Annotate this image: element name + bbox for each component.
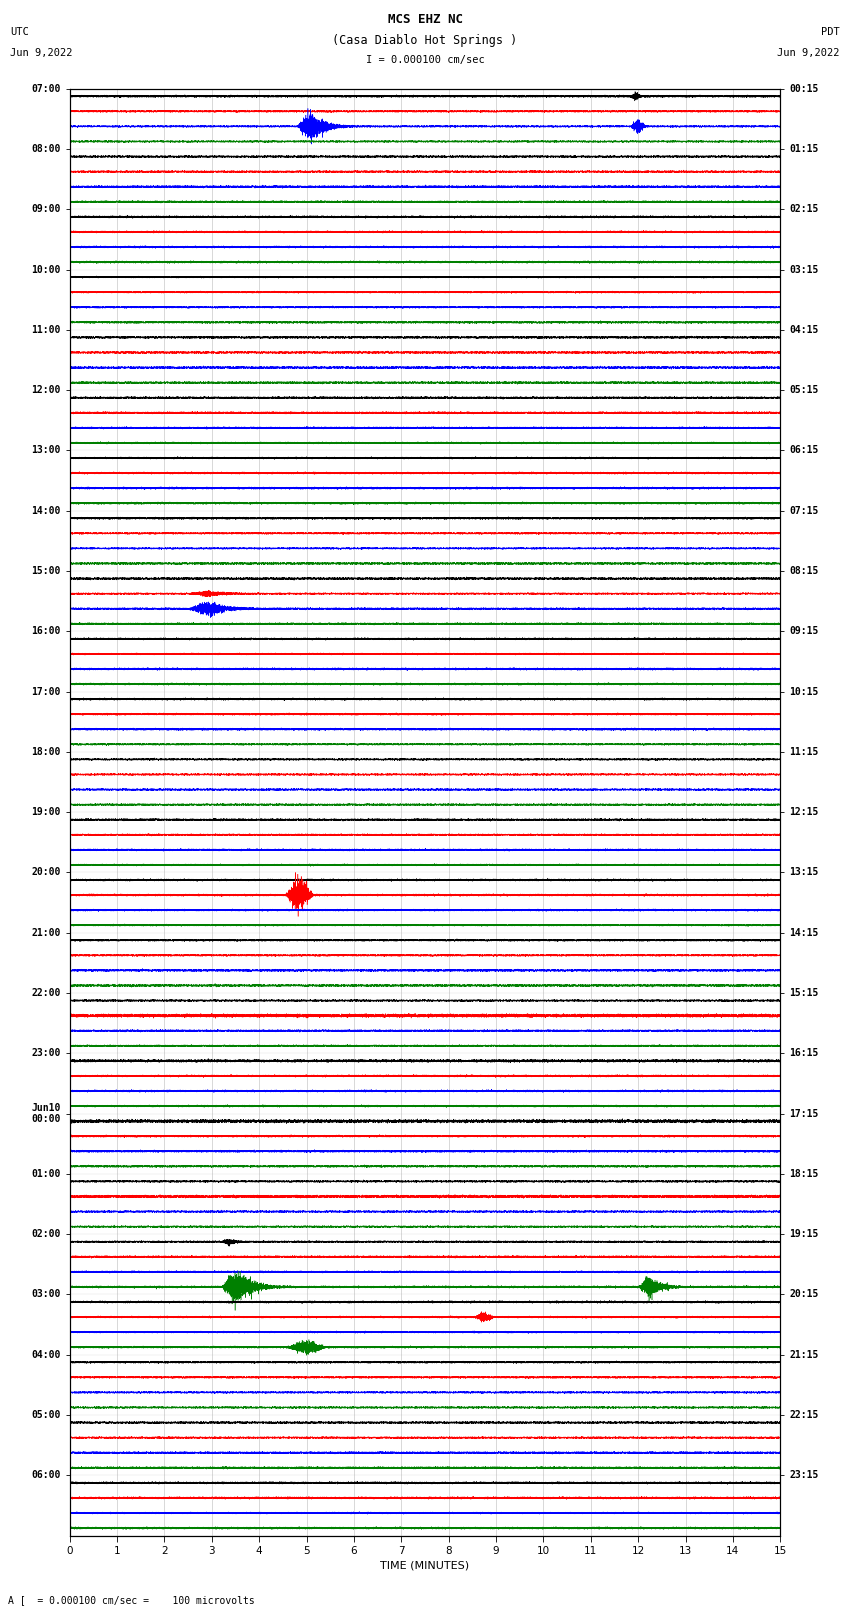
Text: A [  = 0.000100 cm/sec =    100 microvolts: A [ = 0.000100 cm/sec = 100 microvolts <box>8 1595 255 1605</box>
Text: Jun 9,2022: Jun 9,2022 <box>777 47 840 58</box>
Text: UTC: UTC <box>10 26 29 37</box>
Text: (Casa Diablo Hot Springs ): (Casa Diablo Hot Springs ) <box>332 34 518 47</box>
Text: I = 0.000100 cm/sec: I = 0.000100 cm/sec <box>366 55 484 65</box>
X-axis label: TIME (MINUTES): TIME (MINUTES) <box>381 1560 469 1569</box>
Text: PDT: PDT <box>821 26 840 37</box>
Text: MCS EHZ NC: MCS EHZ NC <box>388 13 462 26</box>
Text: Jun 9,2022: Jun 9,2022 <box>10 47 73 58</box>
